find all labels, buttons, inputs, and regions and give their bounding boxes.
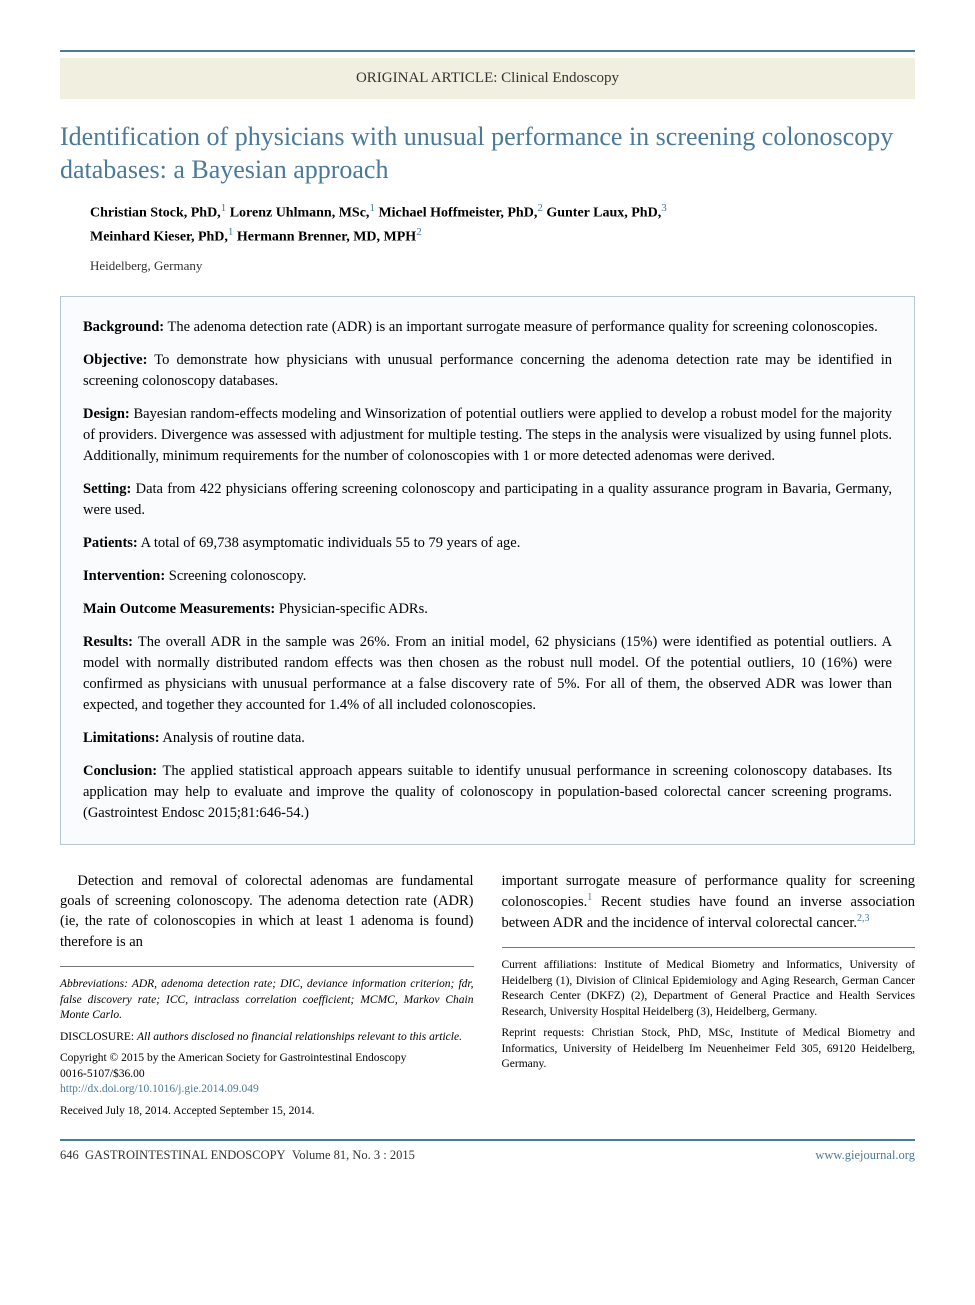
abstract-objective: Objective: To demonstrate how physicians… — [83, 350, 892, 392]
reprint-footnote: Reprint requests: Christian Stock, PhD, … — [502, 1026, 916, 1073]
bottom-rule — [60, 1139, 915, 1141]
page-footer: 646 GASTROINTESTINAL ENDOSCOPY Volume 81… — [60, 1147, 915, 1165]
copyright-footnote: Copyright © 2015 by the American Society… — [60, 1051, 474, 1098]
abstract-conclusion: Conclusion: The applied statistical appr… — [83, 761, 892, 824]
doi-link[interactable]: http://dx.doi.org/10.1016/j.gie.2014.09.… — [60, 1083, 259, 1095]
column-divider — [60, 966, 474, 967]
body-paragraph-left: Detection and removal of colorectal aden… — [60, 871, 474, 952]
column-divider — [502, 947, 916, 948]
article-category: ORIGINAL ARTICLE: Clinical Endoscopy — [60, 58, 915, 99]
abstract-setting: Setting: Data from 422 physicians offeri… — [83, 479, 892, 521]
top-rule — [60, 50, 915, 52]
abbreviations-footnote: Abbreviations: ADR, adenoma detection ra… — [60, 977, 474, 1024]
abstract-background: Background: The adenoma detection rate (… — [83, 317, 892, 338]
footer-left: 646 GASTROINTESTINAL ENDOSCOPY Volume 81… — [60, 1147, 415, 1165]
author-location: Heidelberg, Germany — [90, 257, 915, 275]
abstract-measurements: Main Outcome Measurements: Physician-spe… — [83, 599, 892, 620]
left-column: Detection and removal of colorectal aden… — [60, 871, 474, 1125]
disclosure-footnote: DISCLOSURE: All authors disclosed no fin… — [60, 1030, 474, 1046]
affiliations-footnote: Current affiliations: Institute of Medic… — [502, 958, 916, 1020]
journal-url-link[interactable]: www.giejournal.org — [815, 1147, 915, 1165]
abstract-box: Background: The adenoma detection rate (… — [60, 296, 915, 845]
article-title: Identification of physicians with unusua… — [60, 121, 915, 186]
author-list: Christian Stock, PhD,1 Lorenz Uhlmann, M… — [90, 200, 915, 247]
received-footnote: Received July 18, 2014. Accepted Septemb… — [60, 1104, 474, 1120]
abstract-patients: Patients: A total of 69,738 asymptomatic… — [83, 533, 892, 554]
right-column: important surrogate measure of performan… — [502, 871, 916, 1125]
abstract-limitations: Limitations: Analysis of routine data. — [83, 728, 892, 749]
abstract-design: Design: Bayesian random-effects modeling… — [83, 404, 892, 467]
abstract-results: Results: The overall ADR in the sample w… — [83, 632, 892, 716]
body-columns: Detection and removal of colorectal aden… — [60, 871, 915, 1125]
body-paragraph-right: important surrogate measure of performan… — [502, 871, 916, 934]
abstract-intervention: Intervention: Screening colonoscopy. — [83, 566, 892, 587]
